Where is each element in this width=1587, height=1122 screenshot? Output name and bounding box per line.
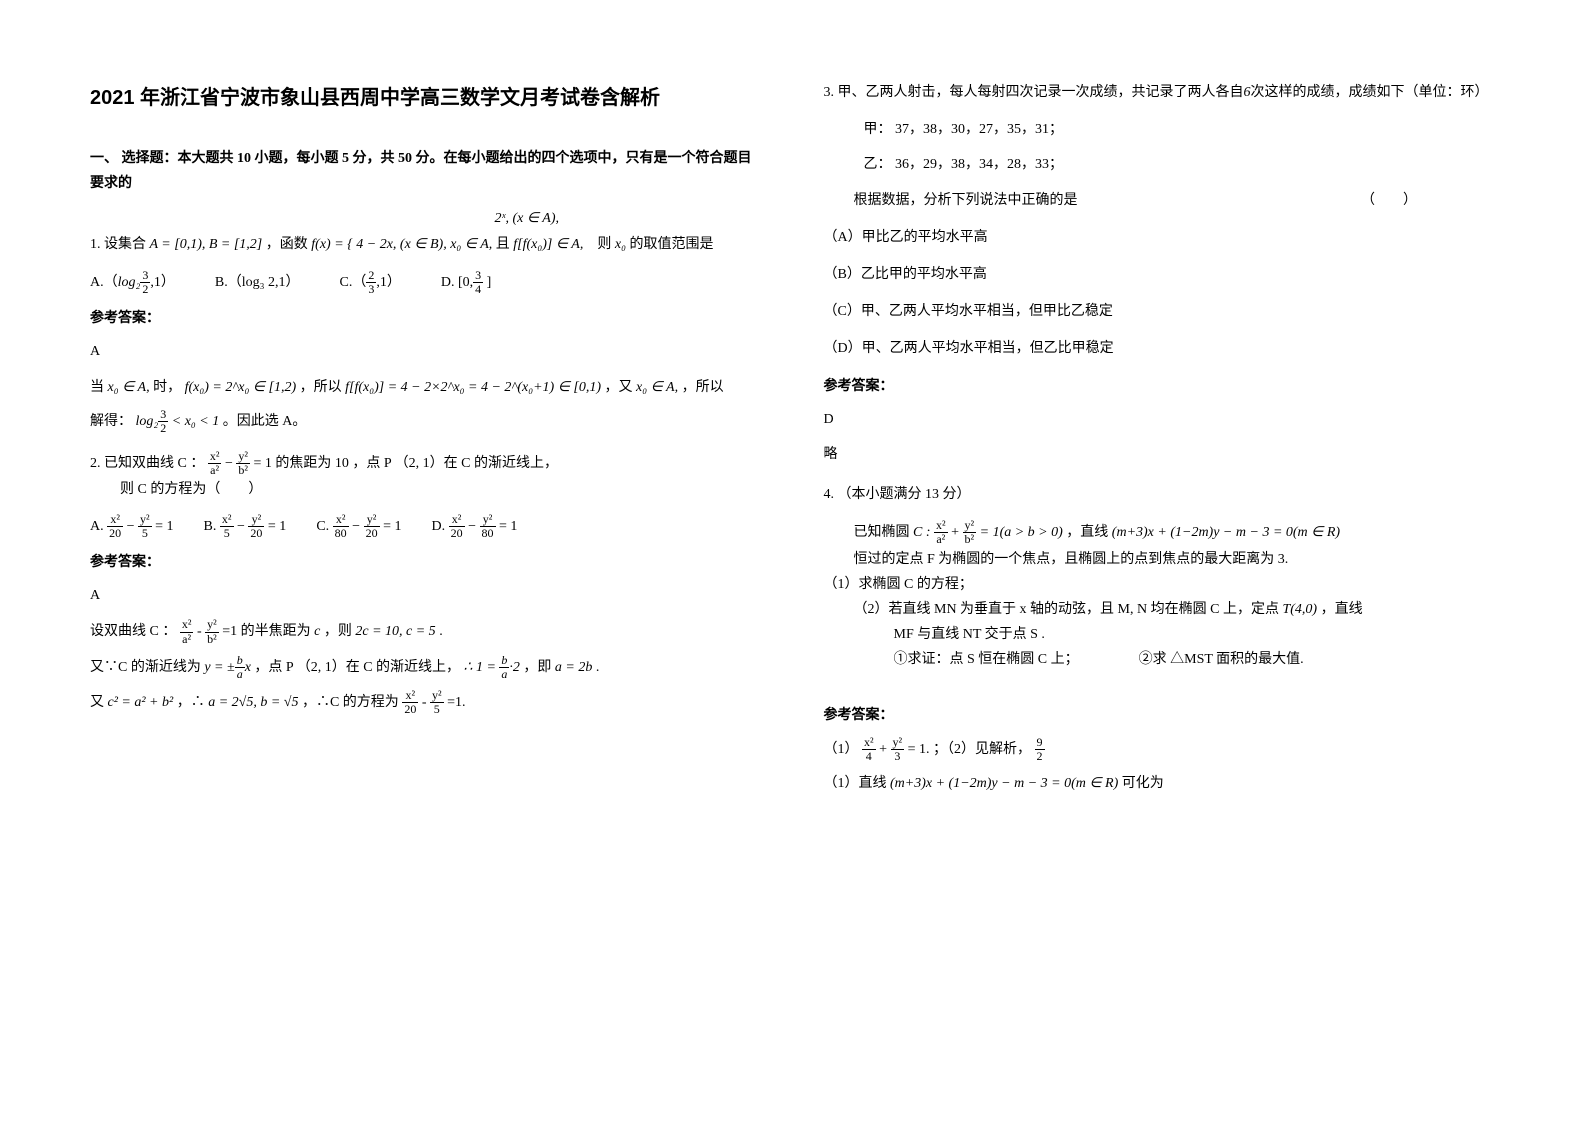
q2-opt-d: D. x²20 − y²80 = 1 <box>431 513 517 540</box>
right-column: 3. 甲、乙两人射击，每人每射四次记录一次成绩，共记录了两人各自6次这样的成绩，… <box>794 80 1528 1042</box>
answer-label: 参考答案： <box>90 306 764 331</box>
q3-explain: 略 <box>824 442 1498 467</box>
answer-label-4: 参考答案： <box>824 703 1498 728</box>
jia-data: 37，38，30，27，35，31； <box>895 122 1063 137</box>
q1-opt-d: D. [0,34 ] <box>441 269 491 296</box>
q2-options: A. x²20 − y²5 = 1 B. x²5 − y²20 = 1 C. x… <box>90 513 764 540</box>
q1-opt-b: B.（log₃ 2,1） <box>215 270 300 295</box>
q1-func-label: ，函数 <box>266 237 308 252</box>
q1-cond2: f[f(x₀)] ∈ A, <box>513 237 583 252</box>
q1-var: x₀ <box>615 237 626 252</box>
q1-suffix: 的取值范围是 <box>629 237 713 252</box>
q4-part1: （1）求椭圆 C 的方程； <box>824 572 1498 597</box>
section-1-header: 一、 选择题：本大题共 10 小题，每小题 5 分，共 50 分。在每小题给出的… <box>90 146 764 196</box>
question-4: 4. （本小题满分 13 分） 已知椭圆 C : x²a² + y²b² = 1… <box>824 482 1498 796</box>
left-column: 2021 年浙江省宁波市象山县西周中学高三数学文月考试卷含解析 一、 选择题：本… <box>60 80 794 1042</box>
q1-set-def: A = [0,1), B = [1,2] <box>150 237 263 252</box>
q1-opt-a: A.（log₂32,1） <box>90 269 175 296</box>
q3-opt-b: （B）乙比甲的平均水平高 <box>824 262 1498 287</box>
q1-answer: A <box>90 339 764 364</box>
question-1: 2ˣ, (x ∈ A), 1. 设集合 A = [0,1), B = [1,2]… <box>90 206 764 435</box>
q1-opt-c: C.（23,1） <box>340 269 401 296</box>
q1-then: 则 <box>597 237 611 252</box>
q2-answer: A <box>90 583 764 608</box>
yi-data: 36，29，38，34，28，33； <box>895 157 1063 172</box>
exam-title: 2021 年浙江省宁波市象山县西周中学高三数学文月考试卷含解析 <box>90 80 764 116</box>
q1-func-bot: 4 − 2x, (x ∈ B), <box>356 237 446 252</box>
q2-opt-b: B. x²5 − y²20 = 1 <box>204 513 287 540</box>
q1-options: A.（log₂32,1） B.（log₃ 2,1） C.（23,1） D. [0… <box>90 269 764 296</box>
q3-opt-c: （C）甲、乙两人平均水平相当，但甲比乙稳定 <box>824 299 1498 324</box>
q2-opt-c: C. x²80 − y²20 = 1 <box>316 513 401 540</box>
q1-and: 且 <box>496 237 510 252</box>
question-2: 2. 已知双曲线 C ： x²a² − y²b² = 1 的焦距为 10 ，点 … <box>90 450 764 716</box>
q2-opt-a: A. x²20 − y²5 = 1 <box>90 513 174 540</box>
q4-sub2: ②求 △MST 面积的最大值. <box>1139 647 1304 672</box>
answer-label-2: 参考答案： <box>90 550 764 575</box>
q3-opt-d: （D）甲、乙两人平均水平相当，但乙比甲稳定 <box>824 336 1498 361</box>
answer-label-3: 参考答案： <box>824 374 1498 399</box>
q1-cond: x₀ ∈ A, <box>450 237 492 252</box>
q3-opt-a: （A）甲比乙的平均水平高 <box>824 225 1498 250</box>
q3-answer: D <box>824 407 1498 432</box>
q1-stem-prefix: 1. 设集合 <box>90 237 146 252</box>
q4-sub1: ①求证：点 S 恒在椭圆 C 上； <box>894 647 1079 672</box>
q1-func-top: 2ˣ, (x ∈ A), <box>290 206 764 231</box>
question-3: 3. 甲、乙两人射击，每人每射四次记录一次成绩，共记录了两人各自6次这样的成绩，… <box>824 80 1498 467</box>
